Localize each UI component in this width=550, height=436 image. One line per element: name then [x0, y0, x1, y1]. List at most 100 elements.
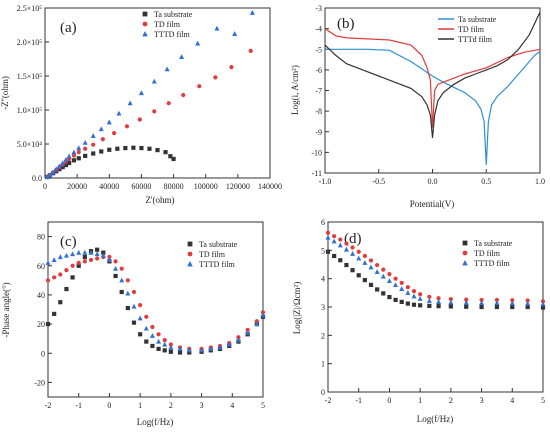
panel-c-point-tttd-film — [245, 330, 251, 335]
panel-c-point-td-film — [58, 272, 63, 277]
panel-d-point-td-film — [399, 280, 404, 286]
panel-c-point-td-film — [113, 259, 118, 264]
panel-c-point-tttd-film — [149, 333, 155, 338]
panel-a-xtick-label: 80000 — [164, 182, 184, 191]
panel-a-point-ta-substrate — [60, 165, 65, 170]
panel-a-point-tttd-film — [214, 25, 220, 31]
panel-d-point-tttd-film — [540, 301, 546, 307]
panel-d-point-tttd-film — [380, 273, 386, 279]
panel-c-point-tttd-film — [57, 254, 63, 260]
panel-c-point-td-film — [254, 319, 259, 324]
panel-a-xtick-label: 40000 — [99, 182, 119, 191]
panel-d-point-td-film — [479, 297, 484, 303]
panel-c-ytick-label: -20 — [34, 378, 45, 387]
panel-a-point-tttd-film — [164, 66, 170, 72]
panel-a-legend-swatch — [142, 31, 148, 37]
panel-a-point-td-film — [100, 137, 105, 142]
panel-d-point-ta-substrate — [411, 302, 417, 307]
panel-c-xtick-label: 3 — [200, 401, 204, 410]
panel-d-xtick-label: 2 — [449, 396, 453, 405]
panel-c-legend-swatch — [187, 251, 193, 257]
panel-c-point-tttd-film — [226, 341, 232, 347]
panel-d-point-tttd-film — [368, 264, 374, 270]
panel-c-ytick-label: 0 — [41, 349, 45, 358]
panel-a-label: (a) — [60, 20, 77, 36]
panel-c-point-tttd-film — [94, 251, 100, 257]
panel-c-point-ta-substrate — [162, 348, 167, 353]
panel-d-point-td-film — [405, 285, 410, 290]
panel-d-point-tttd-film — [331, 238, 337, 244]
panel-a-point-tttd-film — [53, 166, 59, 172]
panel-c-point-ta-substrate — [113, 273, 118, 279]
panel-c-point-td-film — [119, 266, 124, 271]
panel-a-ytick-label: 1.5×10⁵ — [17, 72, 43, 81]
panel-a-ticks: 0 20000 40000 60000 80000 100000 120000 140000 0… — [17, 4, 282, 191]
panel-b-series-line-td-film — [324, 28, 541, 128]
panel-c-legend-label: TD film — [199, 250, 226, 259]
panel-a-point-td-film — [137, 117, 142, 122]
panel-d-point-tttd-film — [525, 300, 531, 306]
panel-c-xtick-label: 0 — [107, 401, 111, 410]
panel-c-point-tttd-film — [76, 249, 82, 255]
panel-d-point-td-film — [325, 230, 331, 235]
panel-c-point-tttd-film — [186, 347, 192, 353]
panel-d-ytick-label: 2 — [321, 331, 325, 340]
panel-c-point-ta-substrate — [45, 321, 51, 327]
panel-d-point-td-film — [344, 241, 349, 246]
panel-d-point-td-film — [332, 234, 337, 239]
panel-b-series-line-ta-substrate — [325, 48, 541, 165]
panel-c-xtick-label: 5 — [261, 401, 265, 410]
panel-c-point-td-film — [236, 335, 241, 340]
panel-c-ytick-label: 80 — [37, 233, 45, 242]
panel-c-point-td-film — [82, 259, 87, 264]
panel-a-point-ta-substrate — [115, 146, 120, 151]
panel-c-xtick-label: 1 — [138, 401, 142, 410]
panel-d-point-tttd-film — [399, 286, 405, 291]
panel-d-point-ta-substrate — [338, 258, 343, 263]
panel-c-point-tttd-film — [51, 257, 57, 263]
panel-c-xlabel: Log(f/Hz) — [137, 417, 173, 427]
panel-c-point-td-film — [150, 324, 155, 330]
panel-d-ylabel: Log(|Z|/Ωcm²) — [292, 282, 302, 334]
panel-a-xtick-label: 20000 — [67, 182, 87, 191]
panel-a-point-ta-substrate — [139, 145, 144, 151]
panel-d-point-tttd-film — [337, 242, 343, 248]
panel-a-point-tttd-film — [60, 160, 66, 166]
panel-d-point-ta-substrate — [427, 303, 432, 308]
panel-c-point-ta-substrate — [156, 346, 161, 351]
panel-d-point-ta-substrate — [405, 301, 410, 306]
panel-a-point-ta-substrate — [163, 150, 168, 155]
panel-c-point-tttd-film — [45, 260, 51, 265]
panel-c-point-ta-substrate — [119, 289, 124, 295]
panel-a-legend-swatch — [142, 11, 148, 17]
panel-d-point-tttd-film — [479, 300, 485, 306]
panel-b-xlabel: Potential(V) — [410, 199, 455, 209]
panel-a-point-tttd-film — [98, 126, 104, 132]
panel-a-point-ta-substrate — [67, 160, 72, 166]
panel-b-ytick-label: -9 — [315, 128, 322, 137]
panel-d-xtick-label: 4 — [510, 396, 514, 405]
panel-c-point-tttd-film — [70, 251, 76, 257]
panel-d-point-tttd-film — [436, 299, 442, 304]
panel-b-ytick-label: -10 — [311, 148, 322, 157]
panel-a-legend-label: TD film — [154, 20, 181, 29]
panel-d-point-td-film — [448, 296, 453, 302]
panel-c-point-td-film — [162, 338, 167, 343]
panel-a-point-tttd-film — [50, 169, 56, 175]
panel-d-point-ta-substrate — [448, 304, 453, 309]
panel-d-point-td-film — [464, 297, 469, 302]
panel-a-point-tttd-film — [66, 153, 72, 159]
panel-b-xtick-label: -0.5 — [372, 177, 385, 186]
panel-a-legend-label: Ta substrate — [154, 10, 193, 19]
panel-a-point-td-film — [76, 150, 81, 155]
panel-c-point-td-film — [144, 314, 149, 319]
panel-a-point-tttd-film — [71, 149, 77, 155]
panel-d-ytick-label: 0 — [321, 388, 325, 397]
panel-a-point-tttd-film — [76, 145, 82, 151]
panel-c-point-tttd-film — [156, 338, 162, 344]
panel-c-point-tttd-film — [113, 265, 119, 271]
panel-c-point-tttd-film — [199, 347, 205, 353]
